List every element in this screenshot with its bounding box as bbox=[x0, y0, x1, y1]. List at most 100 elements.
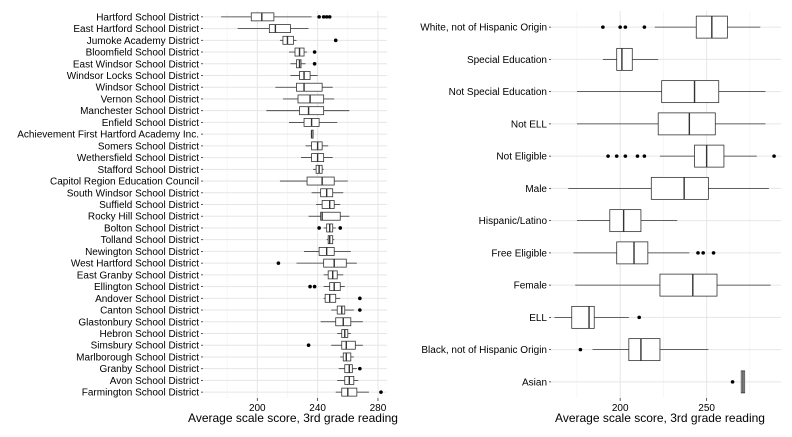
district-boxplot-row: Suffield School District bbox=[99, 200, 341, 211]
subgroup-outlier-point bbox=[635, 154, 640, 158]
district-outlier-point bbox=[321, 15, 326, 19]
district-outlier-point bbox=[338, 226, 343, 230]
district-boxplot-row: Farmington School District bbox=[82, 388, 383, 399]
district-category-label: Hartford School District bbox=[96, 12, 199, 23]
district-iqr-box bbox=[344, 364, 353, 374]
district-outlier-point bbox=[306, 343, 311, 348]
subgroup-category-label: Free Eligible bbox=[491, 248, 547, 259]
subgroup-outlier-point bbox=[606, 154, 610, 158]
district-boxplot-row: Andover School District bbox=[95, 294, 362, 305]
district-outlier-point bbox=[276, 261, 281, 265]
district-boxplot-row: East Windsor School District bbox=[73, 59, 317, 70]
district-boxplot-row: Wethersfield School District bbox=[77, 153, 333, 164]
district-boxplot-row: Hebron School District bbox=[100, 329, 351, 340]
district-iqr-box bbox=[296, 82, 323, 92]
district-boxplot-row: Vernon School District bbox=[101, 94, 335, 105]
district-boxplot-row: Enfield School District bbox=[102, 118, 338, 129]
subgroup-boxplot-row: Hispanic/Latino bbox=[479, 209, 678, 233]
subgroup-iqr-box bbox=[661, 80, 720, 104]
subgroup-category-label: Not Special Education bbox=[449, 87, 547, 98]
district-iqr-box bbox=[329, 282, 341, 291]
subgroup-category-label: ELL bbox=[529, 313, 547, 324]
district-iqr-box bbox=[250, 12, 275, 22]
district-outlier-point bbox=[312, 50, 317, 54]
district-boxplot-row: Marlborough School District bbox=[76, 352, 354, 363]
district-category-label: Manchester School District bbox=[80, 106, 199, 117]
district-outlier-point bbox=[333, 38, 338, 43]
district-iqr-box bbox=[321, 200, 335, 209]
district-category-label: Somers School District bbox=[98, 141, 199, 152]
district-x-axis-title: Average scale score, 3rd grade reading bbox=[188, 411, 398, 425]
district-outlier-point bbox=[327, 15, 332, 19]
district-iqr-box bbox=[268, 24, 291, 33]
subgroup-outlier-point bbox=[711, 251, 716, 255]
district-outlier-point bbox=[317, 15, 321, 19]
district-iqr-box bbox=[320, 211, 341, 221]
district-category-label: Windsor School District bbox=[96, 83, 200, 94]
subgroup-outlier-point bbox=[601, 25, 605, 29]
district-category-label: Suffield School District bbox=[99, 200, 199, 211]
subgroup-boxplot-row: Not ELL bbox=[511, 112, 766, 136]
district-category-label: Stafford School District bbox=[97, 165, 199, 176]
subgroup-x-axis-title: Average scale score, 3rd grade reading bbox=[555, 411, 765, 425]
district-iqr-box bbox=[296, 59, 302, 69]
district-boxplot-row: Glastonbury School District bbox=[78, 317, 363, 328]
district-boxplot-row: West Hartford School District bbox=[71, 259, 357, 270]
district-x-tick-label: 240 bbox=[309, 403, 326, 414]
district-category-label: Ellington School District bbox=[94, 282, 199, 293]
district-category-label: Marlborough School District bbox=[76, 352, 199, 363]
subgroup-boxplot-row: ELL bbox=[529, 305, 641, 329]
subgroup-outlier-point bbox=[730, 380, 735, 384]
subgroup-boxplot-row: Asian bbox=[522, 370, 746, 394]
subgroup-category-label: Black, not of Hispanic Origin bbox=[421, 345, 547, 356]
district-boxplot-row: Bloomfield School District bbox=[86, 48, 317, 59]
subgroup-outlier-point bbox=[696, 251, 700, 255]
right-panel-subgroup-boxplots: White, not of Hispanic Origin Special Edu… bbox=[420, 11, 781, 425]
district-iqr-box bbox=[341, 340, 356, 350]
subgroup-x-tick-label: 250 bbox=[698, 403, 715, 414]
district-category-label: Wethersfield School District bbox=[77, 153, 199, 164]
district-outlier-point bbox=[358, 296, 362, 301]
subgroup-plot-area bbox=[551, 11, 781, 398]
subgroup-category-label: Male bbox=[525, 184, 547, 195]
district-category-label: Granby School District bbox=[100, 364, 200, 375]
district-category-label: Canton School District bbox=[100, 306, 199, 317]
district-boxplot-row: Granby School District bbox=[100, 364, 362, 375]
district-boxplot-row: Manchester School District bbox=[80, 106, 350, 117]
district-outlier-point bbox=[317, 226, 321, 230]
subgroup-boxplot-row: Female bbox=[514, 273, 771, 297]
district-boxplot-row: Avon School District bbox=[110, 376, 359, 387]
subgroup-outlier-point bbox=[623, 154, 628, 158]
subgroup-boxplot-row: Black, not of Hispanic Origin bbox=[421, 338, 709, 362]
district-category-label: West Hartford School District bbox=[71, 259, 199, 270]
district-boxplot-row: Tolland School District bbox=[101, 235, 335, 246]
subgroup-iqr-box bbox=[650, 176, 709, 200]
subgroup-outlier-point bbox=[637, 315, 641, 320]
district-outlier-point bbox=[324, 15, 329, 19]
district-category-label: Glastonbury School District bbox=[78, 317, 199, 328]
district-category-label: East Hartford School District bbox=[73, 24, 199, 35]
district-outlier-point bbox=[358, 308, 362, 312]
district-boxplot-row: Hartford School District bbox=[96, 12, 332, 23]
district-category-label: Tolland School District bbox=[101, 235, 200, 246]
subgroup-x-tick-label: 200 bbox=[612, 403, 629, 414]
district-iqr-box bbox=[282, 35, 294, 45]
subgroup-iqr-box bbox=[609, 209, 642, 233]
subgroup-outlier-point bbox=[614, 154, 619, 158]
district-boxplot-row: Canton School District bbox=[100, 306, 362, 317]
district-boxplot-row: Windsor School District bbox=[96, 83, 333, 94]
district-category-label: Simsbury School District bbox=[91, 341, 200, 352]
district-iqr-box bbox=[311, 141, 323, 151]
subgroup-category-label: Female bbox=[514, 281, 548, 292]
subgroup-category-label: Not Eligible bbox=[496, 152, 547, 163]
district-boxplot-row: Simsbury School District bbox=[91, 341, 363, 352]
subgroup-iqr-box bbox=[616, 241, 649, 265]
district-boxplot-row: Rocky Hill School District bbox=[88, 211, 350, 223]
district-boxplot-row: South Windsor School District bbox=[67, 188, 344, 199]
district-boxplot-row: East Granby School District bbox=[77, 270, 344, 281]
subgroup-outlier-point bbox=[642, 25, 647, 29]
district-outlier-point bbox=[308, 284, 312, 289]
subgroup-outlier-point bbox=[772, 154, 776, 158]
